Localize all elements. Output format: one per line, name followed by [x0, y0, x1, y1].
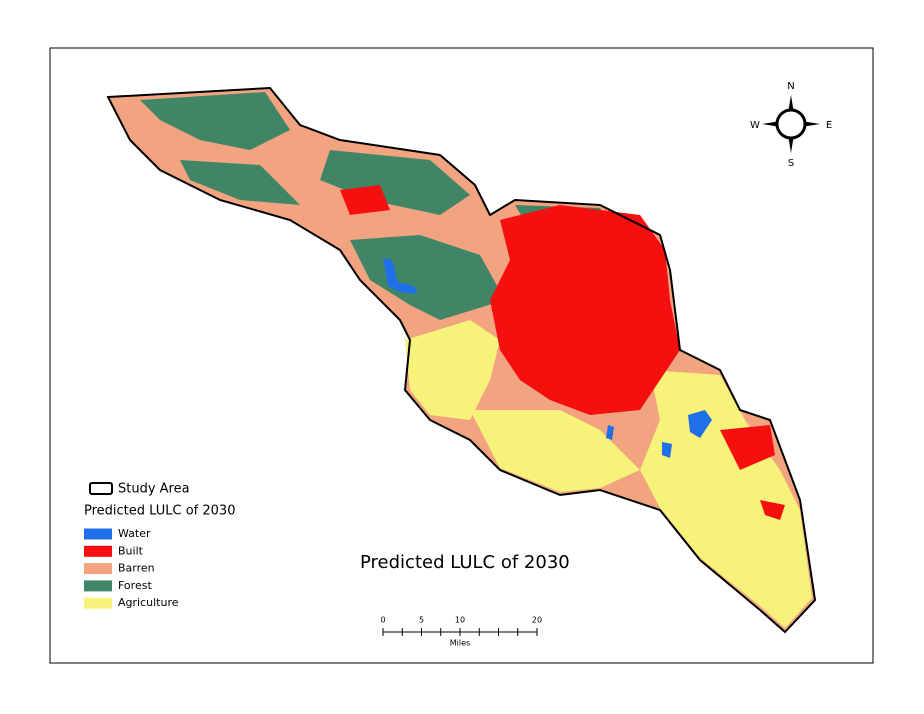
forest-area — [350, 235, 505, 320]
boundary-label: Study Area — [118, 482, 190, 497]
compass-s: S — [788, 158, 794, 169]
scale-tick-label: 10 — [455, 616, 465, 625]
forest-area — [320, 150, 470, 215]
legend-swatch — [84, 580, 112, 592]
legend-label: Built — [118, 544, 144, 557]
map-title: Predicted LULC of 2030 — [360, 552, 570, 573]
legend-label: Agriculture — [118, 596, 179, 609]
legend: Study Area Predicted LULC of 2030 Water B… — [84, 482, 235, 609]
built-area — [760, 500, 785, 520]
compass: N S E W — [750, 81, 832, 169]
forest-area — [140, 92, 290, 150]
legend-swatch — [84, 563, 112, 575]
water-body — [662, 442, 672, 458]
agriculture-area — [640, 370, 812, 628]
legend-label: Barren — [118, 562, 155, 575]
legend-swatch — [84, 597, 112, 609]
water-body — [606, 425, 614, 440]
scale-unit: Miles — [450, 639, 470, 648]
legend-swatch — [84, 528, 112, 540]
water-body — [688, 410, 712, 438]
study-area-boundary — [106, 86, 817, 634]
scale-tick-label: 0 — [380, 616, 385, 625]
built-area — [490, 205, 680, 415]
scale-tick-label: 20 — [532, 616, 542, 625]
agriculture-area — [405, 320, 500, 420]
legend-label: Forest — [118, 579, 152, 592]
legend-label: Water — [118, 527, 151, 540]
compass-w: W — [750, 120, 760, 131]
water-body — [383, 258, 418, 294]
compass-n: N — [787, 81, 794, 92]
built-area — [720, 425, 775, 470]
built-area — [340, 185, 390, 215]
legend-swatch — [84, 545, 112, 557]
scale-bar: 0 5 10 20 Miles — [380, 616, 542, 648]
agriculture-area — [470, 410, 640, 492]
compass-e: E — [826, 120, 832, 131]
forest-area — [180, 160, 300, 205]
legend-heading: Predicted LULC of 2030 — [84, 504, 235, 519]
scale-tick-label: 5 — [419, 616, 424, 625]
boundary-swatch — [89, 482, 113, 495]
study-area-map — [106, 86, 817, 634]
